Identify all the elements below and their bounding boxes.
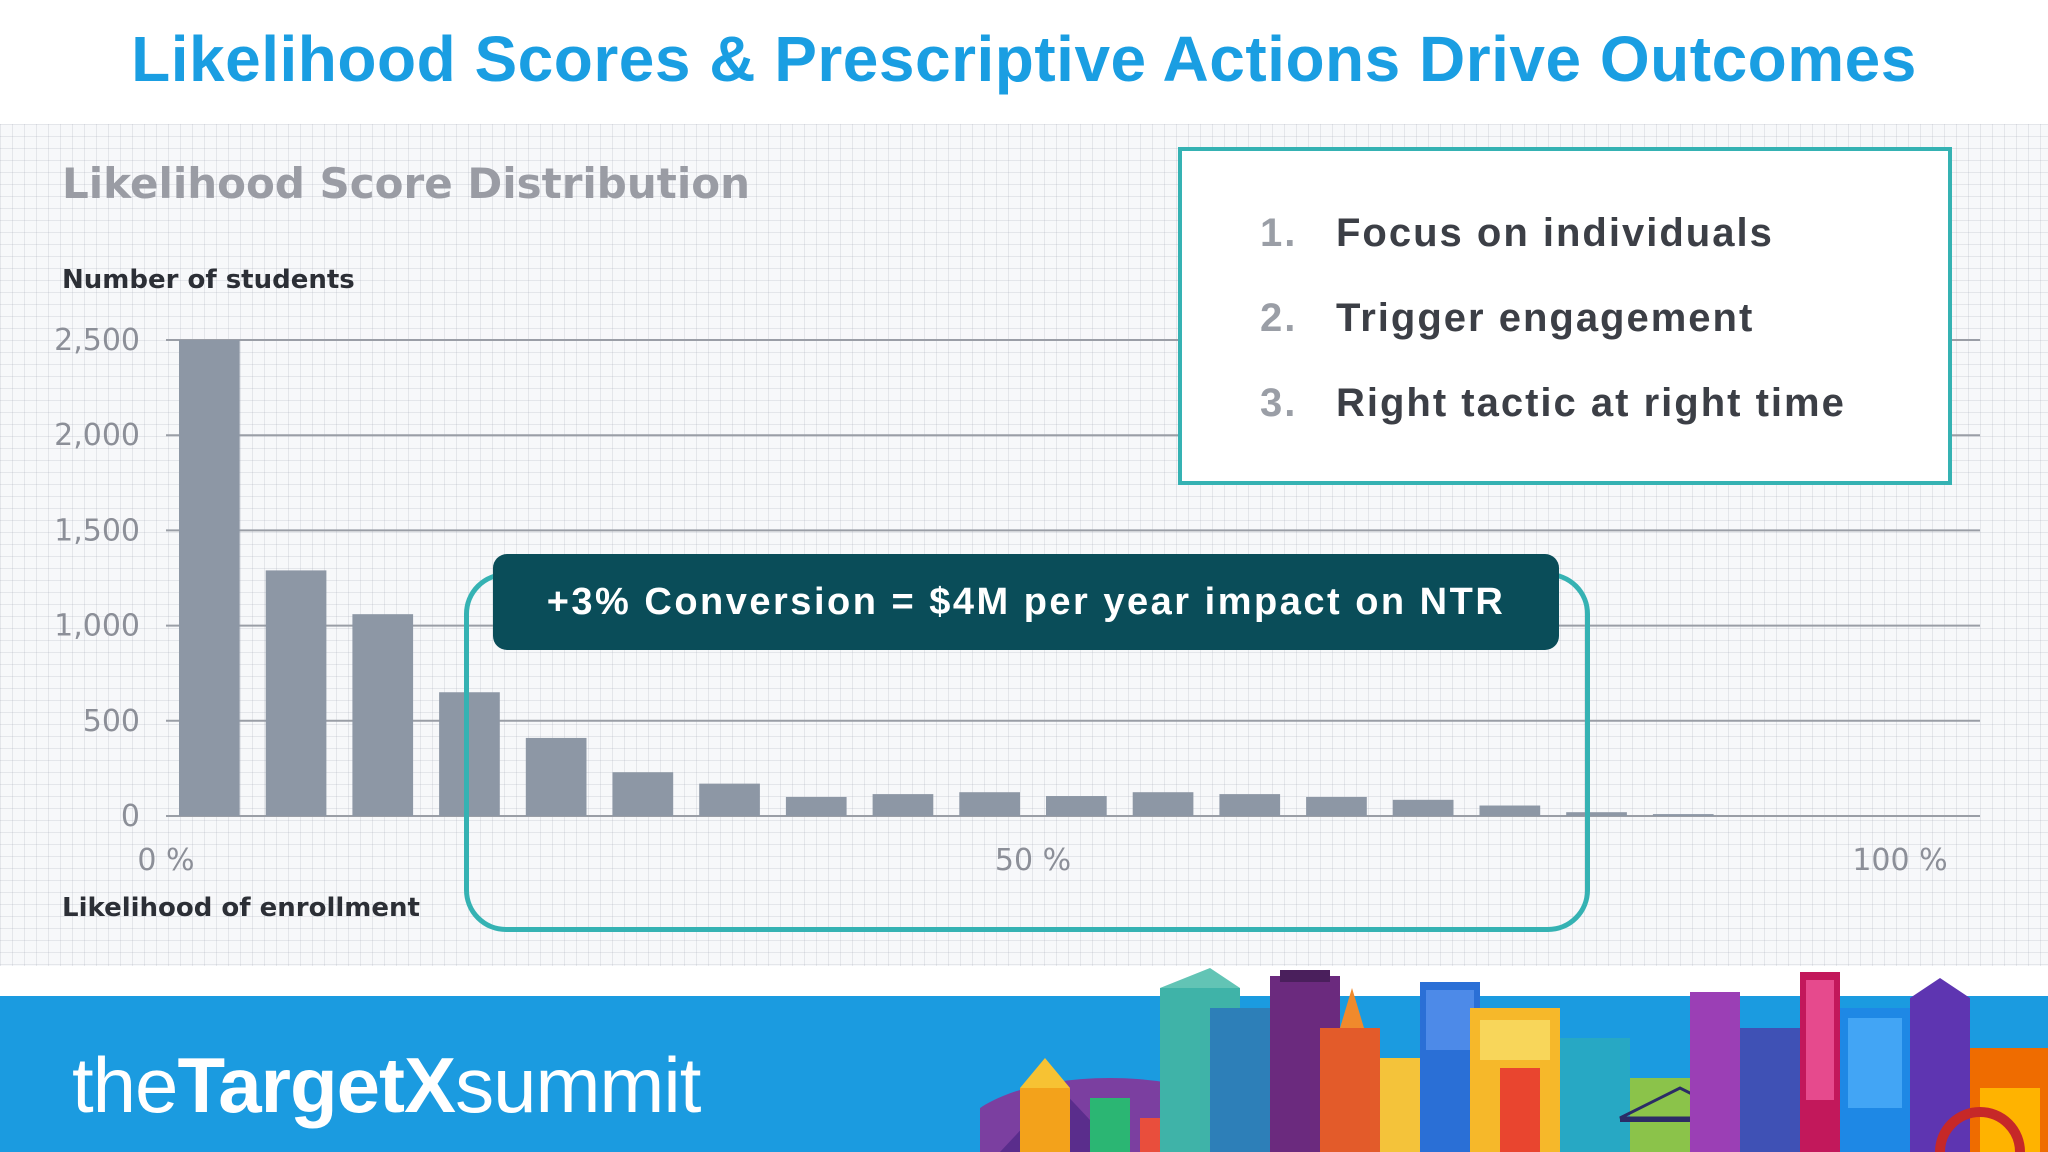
brand-suffix: summit [455, 1041, 701, 1129]
bar [699, 783, 760, 816]
bar [612, 772, 674, 816]
y-tick-label: 2,000 [54, 418, 140, 453]
bar [1479, 805, 1541, 816]
bars [179, 340, 1714, 816]
y-axis-label: Number of students [62, 265, 355, 295]
bar [439, 692, 500, 816]
action-text: Trigger engagement [1336, 296, 1755, 340]
slide-title: Likelihood Scores & Prescriptive Actions… [131, 23, 1917, 95]
bar [1306, 796, 1367, 816]
bar [352, 614, 414, 816]
action-text: Right tactic at right time [1336, 381, 1846, 425]
action-text: Focus on individuals [1336, 211, 1774, 255]
x-tick-label: 0 % [137, 843, 194, 878]
y-tick-labels: 0 500 1,000 1,500 2,000 2,500 [54, 323, 140, 834]
bar [1046, 796, 1107, 816]
y-tick-label: 1,000 [54, 609, 140, 644]
action-number: 1. [1260, 211, 1298, 255]
bar [1219, 794, 1281, 816]
bar [265, 570, 327, 816]
action-item-3: 3. Right tactic at right time [1260, 381, 1846, 426]
chart-title: Likelihood Score Distribution [62, 159, 750, 208]
y-tick-label: 1,500 [54, 513, 140, 548]
brand-logo: theTargetXsummit [72, 1040, 701, 1131]
action-item-1: 1. Focus on individuals [1260, 211, 1774, 256]
bar [872, 794, 934, 816]
brand-prefix: the [72, 1041, 178, 1129]
bar [1652, 814, 1714, 816]
bar [785, 796, 847, 816]
bar [1132, 792, 1194, 816]
bar [1566, 812, 1627, 816]
y-tick-label: 500 [83, 704, 140, 739]
action-number: 2. [1260, 296, 1298, 340]
likelihood-distribution-chart: Likelihood Score Distribution Number of … [54, 159, 1980, 923]
y-tick-label: 0 [121, 799, 140, 834]
prescriptive-actions-box: 1. Focus on individuals 2. Trigger engagem… [1178, 147, 1952, 485]
bar [525, 737, 587, 816]
x-axis-label: Likelihood of enrollment [62, 893, 420, 923]
brand-name: TargetX [177, 1041, 456, 1129]
x-tick-label: 100 % [1852, 843, 1947, 878]
x-tick-label: 50 % [995, 843, 1071, 878]
city-skyline-icon [980, 968, 2048, 1152]
bar [179, 340, 240, 816]
action-item-2: 2. Trigger engagement [1260, 296, 1754, 341]
bar [1392, 799, 1454, 816]
x-tick-labels: 0 % 50 % 100 % [137, 843, 1947, 878]
bar [959, 792, 1020, 816]
action-number: 3. [1260, 381, 1298, 425]
y-tick-label: 2,500 [54, 323, 140, 358]
impact-callout-banner: +3% Conversion = $4M per year impact on … [493, 554, 1559, 650]
